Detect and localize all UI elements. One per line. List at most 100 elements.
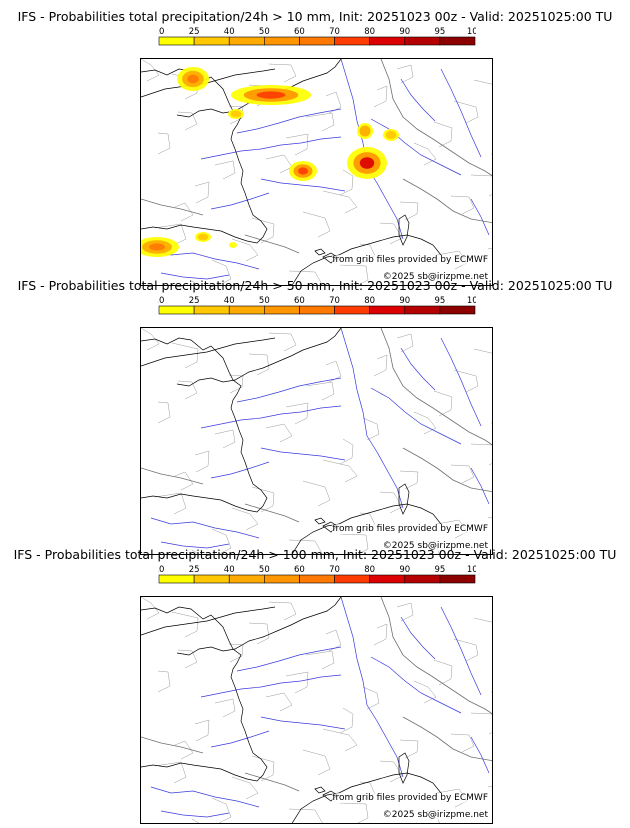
colorbar-segment xyxy=(299,305,335,315)
precip-probability-area xyxy=(385,130,397,140)
country-border xyxy=(402,716,492,762)
admin-boundary xyxy=(490,153,492,155)
colorbar-tick-label: 10 xyxy=(158,27,164,37)
admin-boundary xyxy=(396,64,414,84)
country-border xyxy=(244,503,300,523)
island xyxy=(314,517,326,525)
base-map xyxy=(141,597,492,823)
map-svg xyxy=(141,59,492,285)
coastline xyxy=(291,234,442,285)
coastline xyxy=(141,606,276,636)
coastline xyxy=(291,503,442,554)
admin-boundary xyxy=(373,354,388,377)
admin-boundary xyxy=(251,486,275,513)
country-border xyxy=(141,198,204,216)
admin-boundary xyxy=(288,539,323,554)
admin-boundary xyxy=(433,659,453,686)
country-border xyxy=(380,328,492,446)
admin-boundary xyxy=(211,259,232,285)
colorbar-tick-label: 70 xyxy=(329,296,340,306)
admin-boundary xyxy=(487,517,492,519)
admin-boundary xyxy=(191,549,200,554)
river xyxy=(400,347,436,391)
river xyxy=(200,136,342,160)
precip-probability-area xyxy=(187,74,199,84)
admin-boundary xyxy=(453,100,479,124)
coastline xyxy=(141,337,276,367)
colorbar-segment xyxy=(404,305,441,315)
copyright-credit: ©2025 sb@irizpme.net xyxy=(382,810,488,820)
river xyxy=(200,674,342,698)
colorbar-tick-label: 25 xyxy=(189,296,200,306)
admin-boundary xyxy=(288,808,323,823)
river xyxy=(370,656,462,714)
admin-boundary xyxy=(453,369,479,393)
admin-boundary xyxy=(214,429,236,449)
river xyxy=(150,517,260,539)
colorbar-segment xyxy=(158,36,195,46)
admin-boundary xyxy=(450,195,475,215)
colorbar-tick-label: 90 xyxy=(399,296,410,306)
admin-boundary xyxy=(362,686,380,710)
admin-boundary xyxy=(268,601,297,621)
admin-boundary xyxy=(157,670,171,693)
colorbar-tick-label: 90 xyxy=(399,565,410,575)
admin-boundary xyxy=(302,480,331,507)
admin-boundary xyxy=(171,342,199,369)
admin-boundary xyxy=(490,422,492,424)
river xyxy=(236,108,342,134)
admin-boundary xyxy=(379,760,403,783)
source-credit: from grib files provided by ECMWF xyxy=(332,255,488,265)
river xyxy=(400,616,436,660)
admin-boundary xyxy=(248,353,270,376)
precip-probability-area xyxy=(359,157,375,169)
panel-50mm: IFS - Probabilities total precipitation/… xyxy=(0,279,630,555)
copyright-credit: ©2025 sb@irizpme.net xyxy=(382,541,488,551)
admin-boundary xyxy=(399,201,419,221)
admin-boundary xyxy=(339,802,369,823)
colorbar-segment xyxy=(334,305,370,315)
map-svg xyxy=(141,597,492,823)
country-border xyxy=(402,447,492,493)
colorbar-segment xyxy=(193,305,230,315)
admin-boundary xyxy=(379,222,403,245)
admin-boundary xyxy=(171,611,199,638)
colorbar-segment xyxy=(264,574,300,584)
river xyxy=(340,597,368,706)
admin-boundary xyxy=(490,691,492,693)
colorbar-segment xyxy=(299,36,335,46)
colorbar-tick-label: 80 xyxy=(364,565,375,575)
colorbar-legend: 10 25 40 50 60 70 80 90 95 100 xyxy=(158,27,476,46)
admin-boundary xyxy=(194,719,210,742)
colorbar-segment xyxy=(158,574,195,584)
admin-boundary xyxy=(305,650,335,670)
country-border xyxy=(244,772,300,792)
admin-boundary xyxy=(268,332,297,352)
admin-boundary xyxy=(174,202,194,222)
island xyxy=(398,752,410,784)
colorbar-segment xyxy=(439,36,476,46)
island xyxy=(398,483,410,515)
precip-probability-area xyxy=(197,233,209,241)
admin-boundary xyxy=(194,450,210,473)
colorbar-segment xyxy=(439,574,476,584)
colorbar-tick-label: 80 xyxy=(364,296,375,306)
river xyxy=(400,78,436,122)
river xyxy=(470,736,490,774)
admin-boundary xyxy=(214,160,236,180)
admin-boundary xyxy=(177,380,198,400)
admin-boundary xyxy=(433,390,453,417)
colorbar-segment xyxy=(193,574,230,584)
river xyxy=(340,328,368,437)
admin-boundary xyxy=(265,423,293,443)
precip-probability-area xyxy=(149,243,165,251)
colorbar-legend: 10 25 40 50 60 70 80 90 95 100 xyxy=(158,565,476,584)
river xyxy=(260,447,346,461)
source-credit: from grib files provided by ECMWF xyxy=(332,524,488,534)
panel-10mm: IFS - Probabilities total precipitation/… xyxy=(0,10,630,286)
colorbar-tick-label: 100 xyxy=(467,296,476,306)
admin-boundary xyxy=(396,333,414,353)
river xyxy=(210,461,270,479)
island xyxy=(398,214,410,246)
admin-boundary xyxy=(470,712,492,735)
